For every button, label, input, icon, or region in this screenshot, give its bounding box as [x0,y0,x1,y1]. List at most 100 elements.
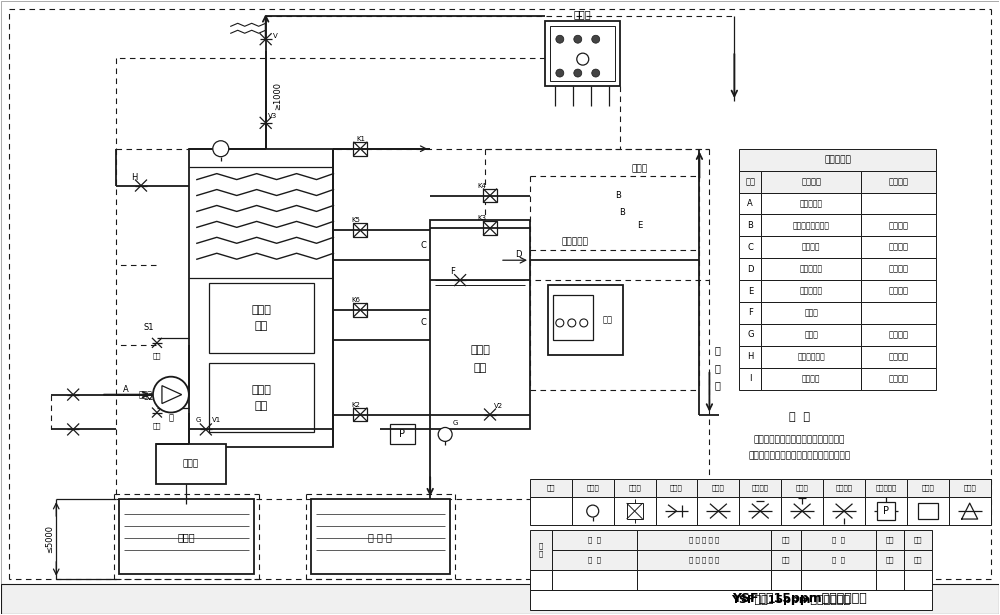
Bar [739,192,761,215]
Text: 序号: 序号 [745,177,755,186]
Bar [761,170,861,192]
Bar [761,280,861,302]
Text: B: B [747,221,753,230]
Text: 电磁阀: 电磁阀 [628,485,641,491]
Circle shape [568,319,576,327]
Bar [861,170,936,192]
Bar [781,479,823,497]
Text: 清水入口: 清水入口 [802,374,820,383]
Text: V1: V1 [212,418,221,424]
Bar [656,497,697,525]
Bar [189,149,333,447]
Text: F: F [748,309,753,317]
Text: 序
号: 序 号 [539,543,543,557]
Text: C: C [420,319,426,327]
Bar [550,26,615,81]
Bar [739,236,761,258]
Bar [353,141,367,156]
Text: 名 称 及 规 格: 名 称 及 规 格 [689,537,719,543]
Bar [904,570,932,590]
Bar [771,550,801,570]
Circle shape [556,319,564,327]
Text: 油污水: 油污水 [177,532,195,542]
Bar [627,503,643,519]
Text: G: G [195,418,201,424]
Bar [739,170,936,192]
Text: 回: 回 [714,345,720,355]
Bar [119,499,254,574]
Bar [823,497,865,525]
Bar [553,295,593,340]
Bar [904,530,932,550]
Bar [483,221,497,236]
Polygon shape [162,386,182,403]
Text: 图  号: 图 号 [588,537,601,543]
Circle shape [438,427,452,442]
Bar [530,479,572,497]
Bar [637,570,771,590]
Text: 排气阀: 排气阀 [963,485,976,491]
Bar [861,192,936,215]
Bar [552,550,637,570]
Circle shape [580,319,588,327]
Text: 观察管: 观察管 [632,164,648,173]
Text: 说  明: 说 明 [789,413,810,423]
Text: 粗粒化: 粗粒化 [251,305,271,315]
Text: 冲散底水口: 冲散底水口 [800,287,823,296]
Text: 污 油 槽: 污 油 槽 [368,532,392,542]
Bar [739,368,761,390]
Bar [801,530,876,550]
Text: 止回阀: 止回阀 [670,485,683,491]
Text: V2: V2 [493,403,503,408]
Text: 液量: 液量 [153,352,161,359]
Text: V: V [273,33,278,39]
Bar [761,192,861,215]
Bar [545,22,620,86]
Text: 管系名称: 管系名称 [801,177,821,186]
Bar [739,346,761,368]
Bar [949,479,991,497]
Bar [552,570,637,590]
Bar [877,502,895,520]
Text: 油份浓度计: 油份浓度计 [561,238,588,247]
Bar [739,280,761,302]
Text: 卡套联接: 卡套联接 [888,374,908,383]
Text: 油污水进口: 油污水进口 [800,199,823,208]
Text: B: B [619,208,625,217]
Text: 管件、联结: 管件、联结 [824,155,851,164]
Text: 观察管: 观察管 [921,485,934,491]
Bar [801,570,876,590]
Circle shape [556,35,564,43]
Bar [823,479,865,497]
Bar [801,550,876,570]
Bar [861,368,936,390]
Text: 螺纹联接: 螺纹联接 [888,352,908,361]
Text: 电控柜: 电控柜 [573,9,591,19]
Bar [209,283,314,353]
Bar [876,570,904,590]
Text: 总计: 总计 [914,557,922,563]
Text: 截止阀: 截止阀 [712,485,725,491]
Text: A: A [123,385,129,394]
Circle shape [213,141,229,157]
Text: B: B [615,191,621,200]
Text: C: C [420,241,426,250]
Text: 放液口: 放液口 [804,330,818,339]
Text: S2: S2 [144,393,154,402]
Text: 法兰联接: 法兰联接 [888,287,908,296]
Text: 清水: 清水 [603,315,613,325]
Circle shape [592,69,600,77]
Text: G: G [452,421,458,426]
Text: 联结型式: 联结型式 [888,177,908,186]
Text: 泵: 泵 [168,413,173,422]
Text: 粗粒化: 粗粒化 [251,384,271,395]
Bar [548,285,623,355]
Text: 过滤器: 过滤器 [183,460,199,469]
Text: K2: K2 [351,402,360,408]
Bar [761,258,861,280]
Text: V3: V3 [268,113,277,119]
Bar [739,324,761,346]
Bar [176,504,196,519]
Bar [739,170,761,192]
Text: C: C [747,243,753,252]
